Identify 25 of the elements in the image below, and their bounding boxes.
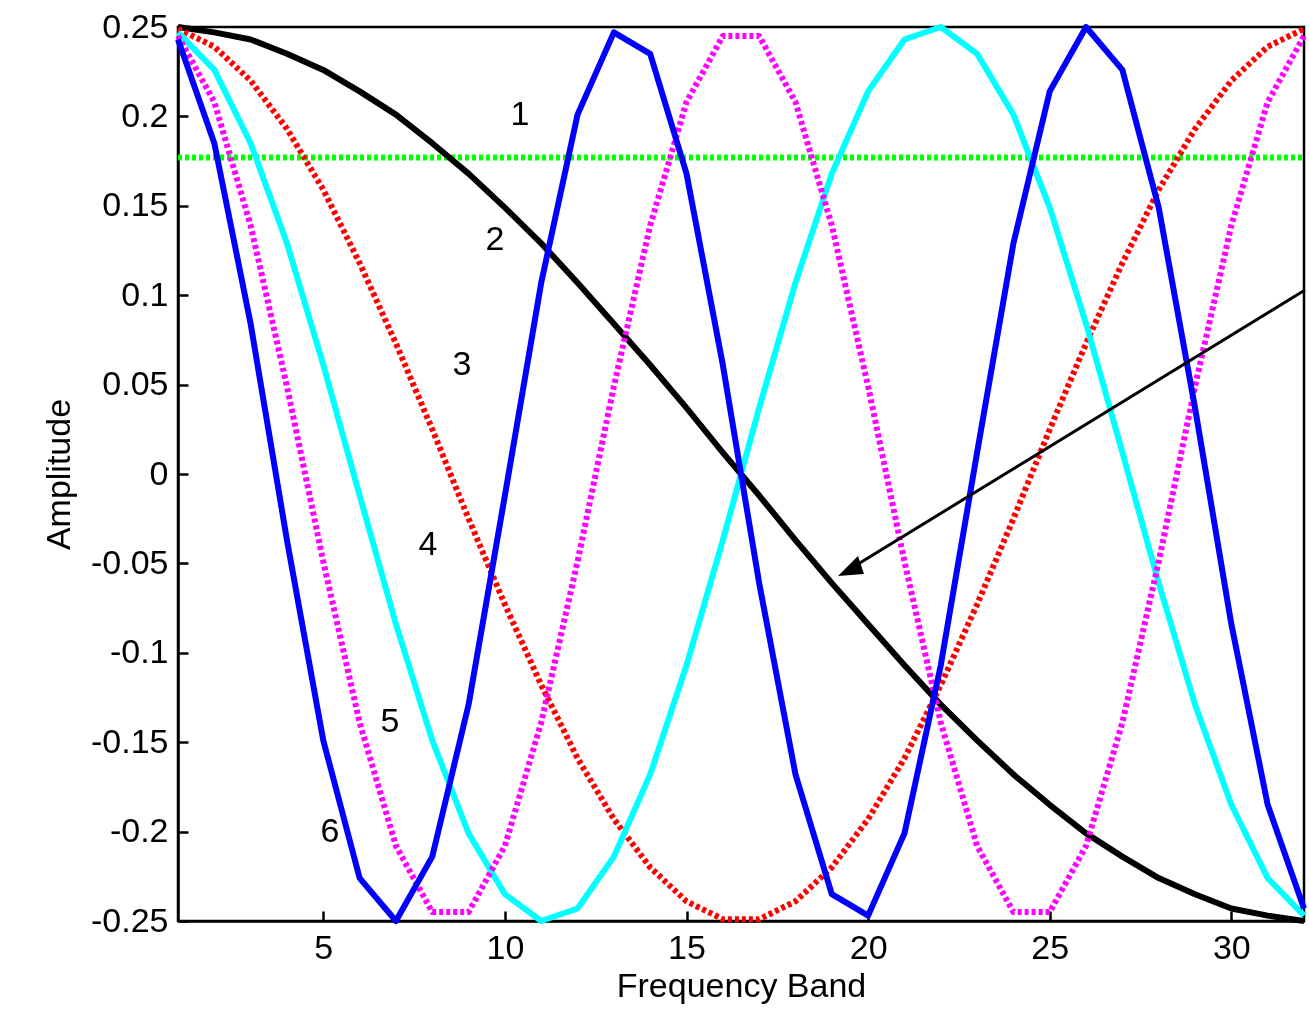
x-tick-label: 15 (668, 927, 706, 966)
y-tick-label: -0.15 (91, 721, 169, 760)
series-label: 3 (452, 344, 472, 382)
series-label: 6 (320, 811, 340, 849)
y-tick-label: 0.1 (121, 274, 169, 313)
y-tick-label: -0.05 (91, 542, 169, 581)
x-axis-title: Frequency Band (616, 965, 867, 1004)
y-tick-label: -0.1 (109, 632, 169, 671)
y-tick-label: -0.25 (91, 900, 169, 939)
y-tick-label: 0.2 (121, 95, 169, 134)
y-tick-label: 0.25 (102, 6, 169, 45)
x-tick-label: 10 (486, 927, 525, 966)
y-tick-label: 0.15 (102, 185, 169, 224)
y-axis-title: Amplitude (39, 398, 77, 551)
x-tick-label: 25 (1031, 927, 1070, 966)
series-label: 5 (380, 701, 400, 739)
y-tick-label: 0.05 (102, 364, 169, 403)
y-tick-label: 0 (149, 453, 169, 492)
x-tick-label: 20 (849, 927, 888, 966)
series-label: 1 (510, 94, 530, 132)
series-label: 2 (485, 219, 505, 257)
x-tick-label: 30 (1212, 927, 1251, 966)
y-tick-label: -0.2 (109, 811, 169, 850)
series-label: 4 (418, 524, 438, 562)
x-tick-label: 5 (314, 927, 334, 966)
